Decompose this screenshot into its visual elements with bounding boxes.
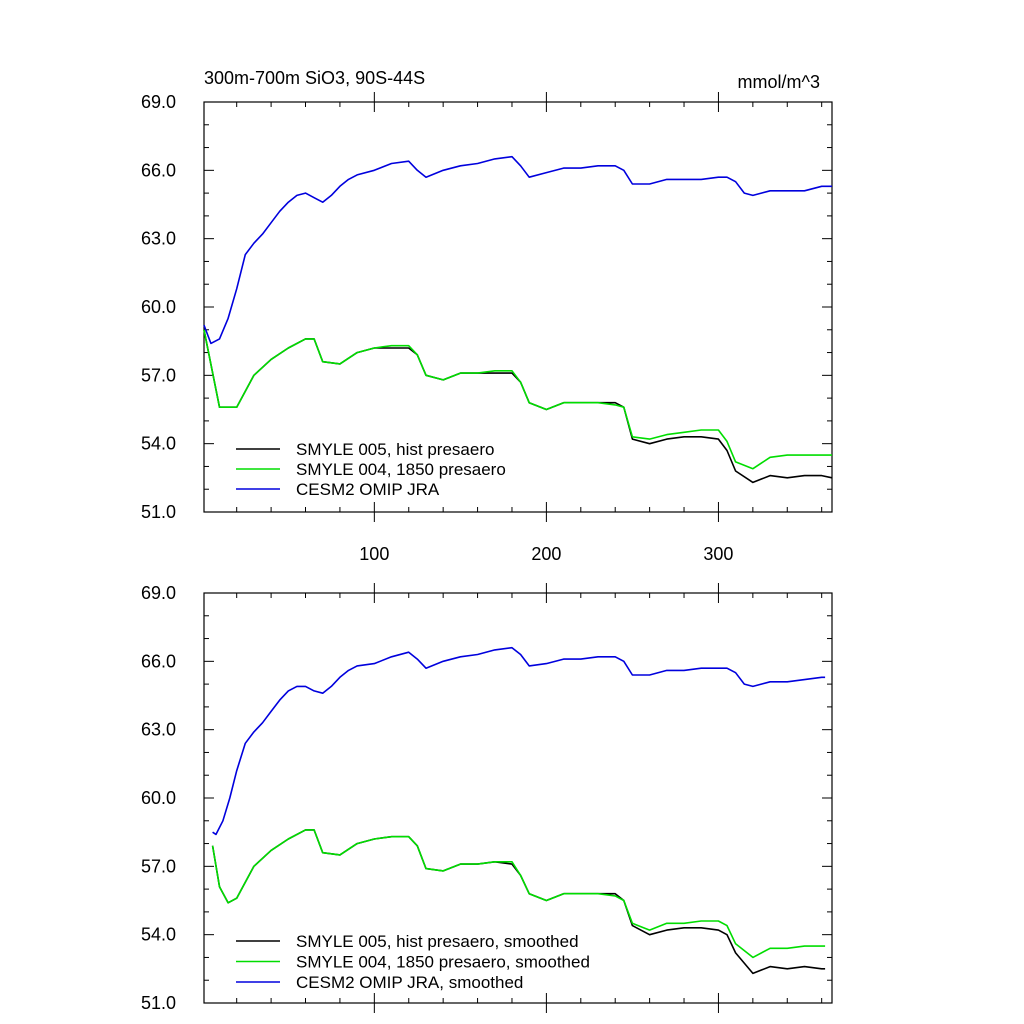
panel2-ytick-label: 60.0 xyxy=(141,788,176,808)
panel1-title: 300m-700m SiO3, 90S-44S xyxy=(204,68,425,88)
panel1-series-line-3 xyxy=(203,155,832,345)
panel1-ytick-label: 66.0 xyxy=(141,160,176,180)
panel1-legend-label: SMYLE 004, 1850 presaero xyxy=(296,460,506,479)
panel2-ytick-label: 63.0 xyxy=(141,720,176,740)
panel1-ytick-label: 60.0 xyxy=(141,297,176,317)
panel1-legend-label: SMYLE 005, hist presaero xyxy=(296,440,494,459)
panel2-series-line-2 xyxy=(211,829,826,959)
panel1-ytick-label: 69.0 xyxy=(141,92,176,112)
panel1-xtick-label: 100 xyxy=(359,544,389,564)
panel1-ytick-label: 63.0 xyxy=(141,229,176,249)
panel2-legend-label: CESM2 OMIP JRA, smoothed xyxy=(296,973,523,992)
panel2-ytick-label: 69.0 xyxy=(141,583,176,603)
panel1-series-line-2 xyxy=(203,329,832,470)
panel1-ytick-label: 57.0 xyxy=(141,365,176,385)
panel2-ytick-label: 51.0 xyxy=(141,993,176,1013)
panel2-ytick-label: 66.0 xyxy=(141,651,176,671)
panel2-legend-label: SMYLE 005, hist presaero, smoothed xyxy=(296,932,579,951)
panel1-xtick-label: 300 xyxy=(703,544,733,564)
panel2-ytick-label: 57.0 xyxy=(141,856,176,876)
panel2-series-line-3 xyxy=(212,646,826,836)
panel2-ytick-label: 54.0 xyxy=(141,925,176,945)
panel1-units: mmol/m^3 xyxy=(738,72,820,92)
panel1-xtick-label: 200 xyxy=(531,544,561,564)
panel2-legend-label: SMYLE 004, 1850 presaero, smoothed xyxy=(296,953,590,972)
panel1-legend-label: CESM2 OMIP JRA xyxy=(296,480,440,499)
panel1-ytick-label: 51.0 xyxy=(141,502,176,522)
panel1-ytick-label: 54.0 xyxy=(141,434,176,454)
